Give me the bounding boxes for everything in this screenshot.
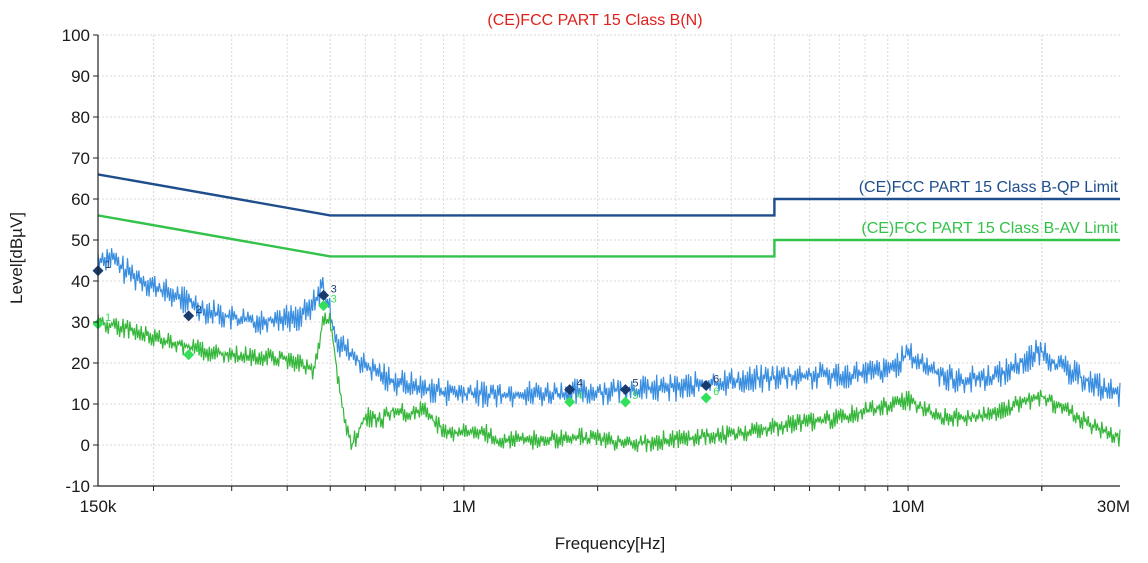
marker-label: 6: [713, 374, 719, 386]
marker-label: 1: [105, 312, 111, 324]
av-limit-line: [97, 214, 1120, 258]
marker-label: 1: [105, 259, 111, 271]
chart-title: (CE)FCC PART 15 Class B(N): [487, 12, 702, 29]
x-tick-label: 30M: [1097, 497, 1130, 516]
qp-limit-label: (CE)FCC PART 15 Class B-QP Limit: [859, 179, 1119, 196]
y-tick-label: 90: [71, 67, 90, 86]
av-marker: [700, 392, 712, 404]
y-tick-label: 50: [71, 231, 90, 250]
trace-series: [97, 248, 1121, 453]
y-tick-label: 100: [62, 26, 90, 45]
x-tick-label: 1M: [452, 497, 476, 516]
y-tick-label: 10: [71, 395, 90, 414]
y-tick-label: 80: [71, 108, 90, 127]
y-tick-label: 70: [71, 149, 90, 168]
grid: [98, 34, 1120, 486]
qp-marker: [318, 289, 330, 301]
qp-limit-line: [97, 173, 1120, 217]
limit-lines: (CE)FCC PART 15 Class B-QP Limit (CE)FCC …: [97, 173, 1120, 258]
qp-marker: [619, 384, 631, 396]
y-tick-label: 40: [71, 272, 90, 291]
av-limit-label: (CE)FCC PART 15 Class B-AV Limit: [861, 220, 1118, 237]
qp-marker: [183, 310, 195, 322]
y-tick-label: 20: [71, 354, 90, 373]
marker-label: 2: [196, 343, 202, 355]
y-axis-title: Level[dBµV]: [7, 212, 26, 304]
marker-label: 3: [331, 283, 337, 295]
marker-label: 4: [577, 378, 583, 390]
y-tick-label: 0: [81, 436, 90, 455]
x-tick-label: 150k: [80, 497, 117, 516]
marker-label: 4: [577, 390, 583, 402]
qp-marker: [564, 384, 576, 396]
marker-label: 2: [196, 304, 202, 316]
marker-label: 6: [713, 386, 719, 398]
qp-trace: [97, 248, 1121, 409]
x-tick-label: 10M: [892, 497, 925, 516]
marker-label: 5: [632, 378, 638, 390]
marker-label: 5: [632, 390, 638, 402]
av-marker: [183, 349, 195, 361]
marker-label: 3: [331, 294, 337, 306]
qp-marker: [700, 380, 712, 392]
y-tick-label: 60: [71, 190, 90, 209]
av-marker: [619, 396, 631, 408]
av-marker: [564, 396, 576, 408]
y-tick-label: 30: [71, 313, 90, 332]
x-axis-title: Frequency[Hz]: [555, 534, 666, 553]
av-trace: [97, 312, 1121, 453]
y-tick-label: -10: [65, 477, 90, 496]
av-marker: [318, 300, 330, 312]
